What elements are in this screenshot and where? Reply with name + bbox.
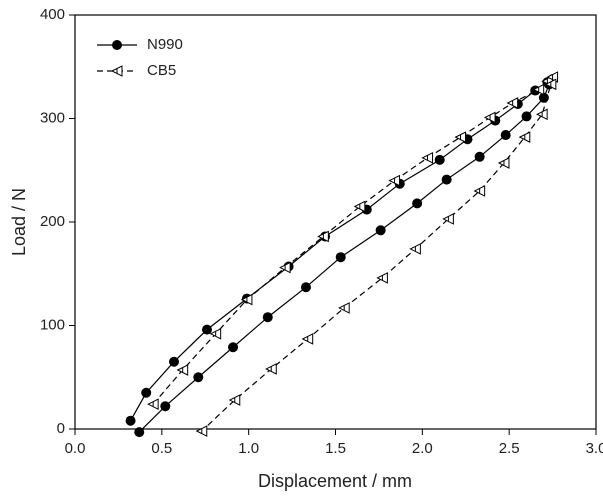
data-point xyxy=(160,401,171,412)
legend-label: CB5 xyxy=(147,62,176,79)
data-point xyxy=(500,130,511,141)
data-point xyxy=(483,111,496,124)
x-tick-label: 3.0 xyxy=(586,440,603,457)
data-point xyxy=(193,372,204,383)
x-tick-label: 1.5 xyxy=(325,440,346,457)
data-point xyxy=(412,198,423,209)
data-point xyxy=(441,174,452,185)
data-point xyxy=(335,252,346,263)
x-tick-label: 2.5 xyxy=(499,440,520,457)
data-point xyxy=(388,174,401,187)
data-point xyxy=(434,154,445,165)
data-point xyxy=(454,131,467,143)
data-point xyxy=(532,83,545,96)
data-point xyxy=(262,312,273,323)
data-point xyxy=(376,272,388,284)
data-point xyxy=(353,200,366,213)
data-point xyxy=(228,394,241,406)
data-point xyxy=(474,151,485,162)
data-point xyxy=(442,213,454,225)
y-tick-label: 400 xyxy=(40,6,65,23)
data-point xyxy=(201,324,212,335)
data-point xyxy=(265,363,277,375)
data-point xyxy=(544,78,557,91)
data-point xyxy=(134,427,145,438)
x-tick-label: 0.0 xyxy=(65,440,86,457)
legend-marker xyxy=(112,40,122,50)
data-point xyxy=(168,356,179,367)
y-axis-title: Load / N xyxy=(9,188,29,256)
y-tick-label: 300 xyxy=(40,109,65,126)
data-point xyxy=(497,157,510,169)
data-point xyxy=(240,293,253,306)
data-point xyxy=(300,282,311,293)
x-tick-label: 1.0 xyxy=(238,440,259,457)
data-point xyxy=(279,261,291,274)
data-point xyxy=(125,415,136,426)
data-point xyxy=(317,230,329,243)
data-point xyxy=(147,398,159,410)
x-tick-label: 2.0 xyxy=(412,440,433,457)
data-point xyxy=(209,327,222,340)
data-point xyxy=(176,364,189,376)
data-point xyxy=(301,333,314,345)
data-point xyxy=(521,111,532,122)
y-tick-label: 100 xyxy=(40,316,65,333)
x-tick-label: 0.5 xyxy=(151,440,172,457)
data-point xyxy=(195,425,208,437)
legend-label: N990 xyxy=(147,36,183,53)
data-point xyxy=(375,225,386,236)
data-point xyxy=(506,97,519,109)
data-point xyxy=(141,387,152,398)
data-point xyxy=(228,342,239,353)
data-point xyxy=(409,243,421,255)
y-tick-label: 200 xyxy=(40,213,65,230)
data-point xyxy=(421,152,434,164)
data-point xyxy=(473,185,486,197)
x-axis-title: Displacement / mm xyxy=(258,471,412,491)
series-line xyxy=(152,75,554,432)
legend-marker xyxy=(110,65,123,77)
data-point xyxy=(536,108,548,121)
y-tick-label: 0 xyxy=(57,420,65,437)
data-point xyxy=(518,131,531,143)
data-point xyxy=(338,302,350,314)
